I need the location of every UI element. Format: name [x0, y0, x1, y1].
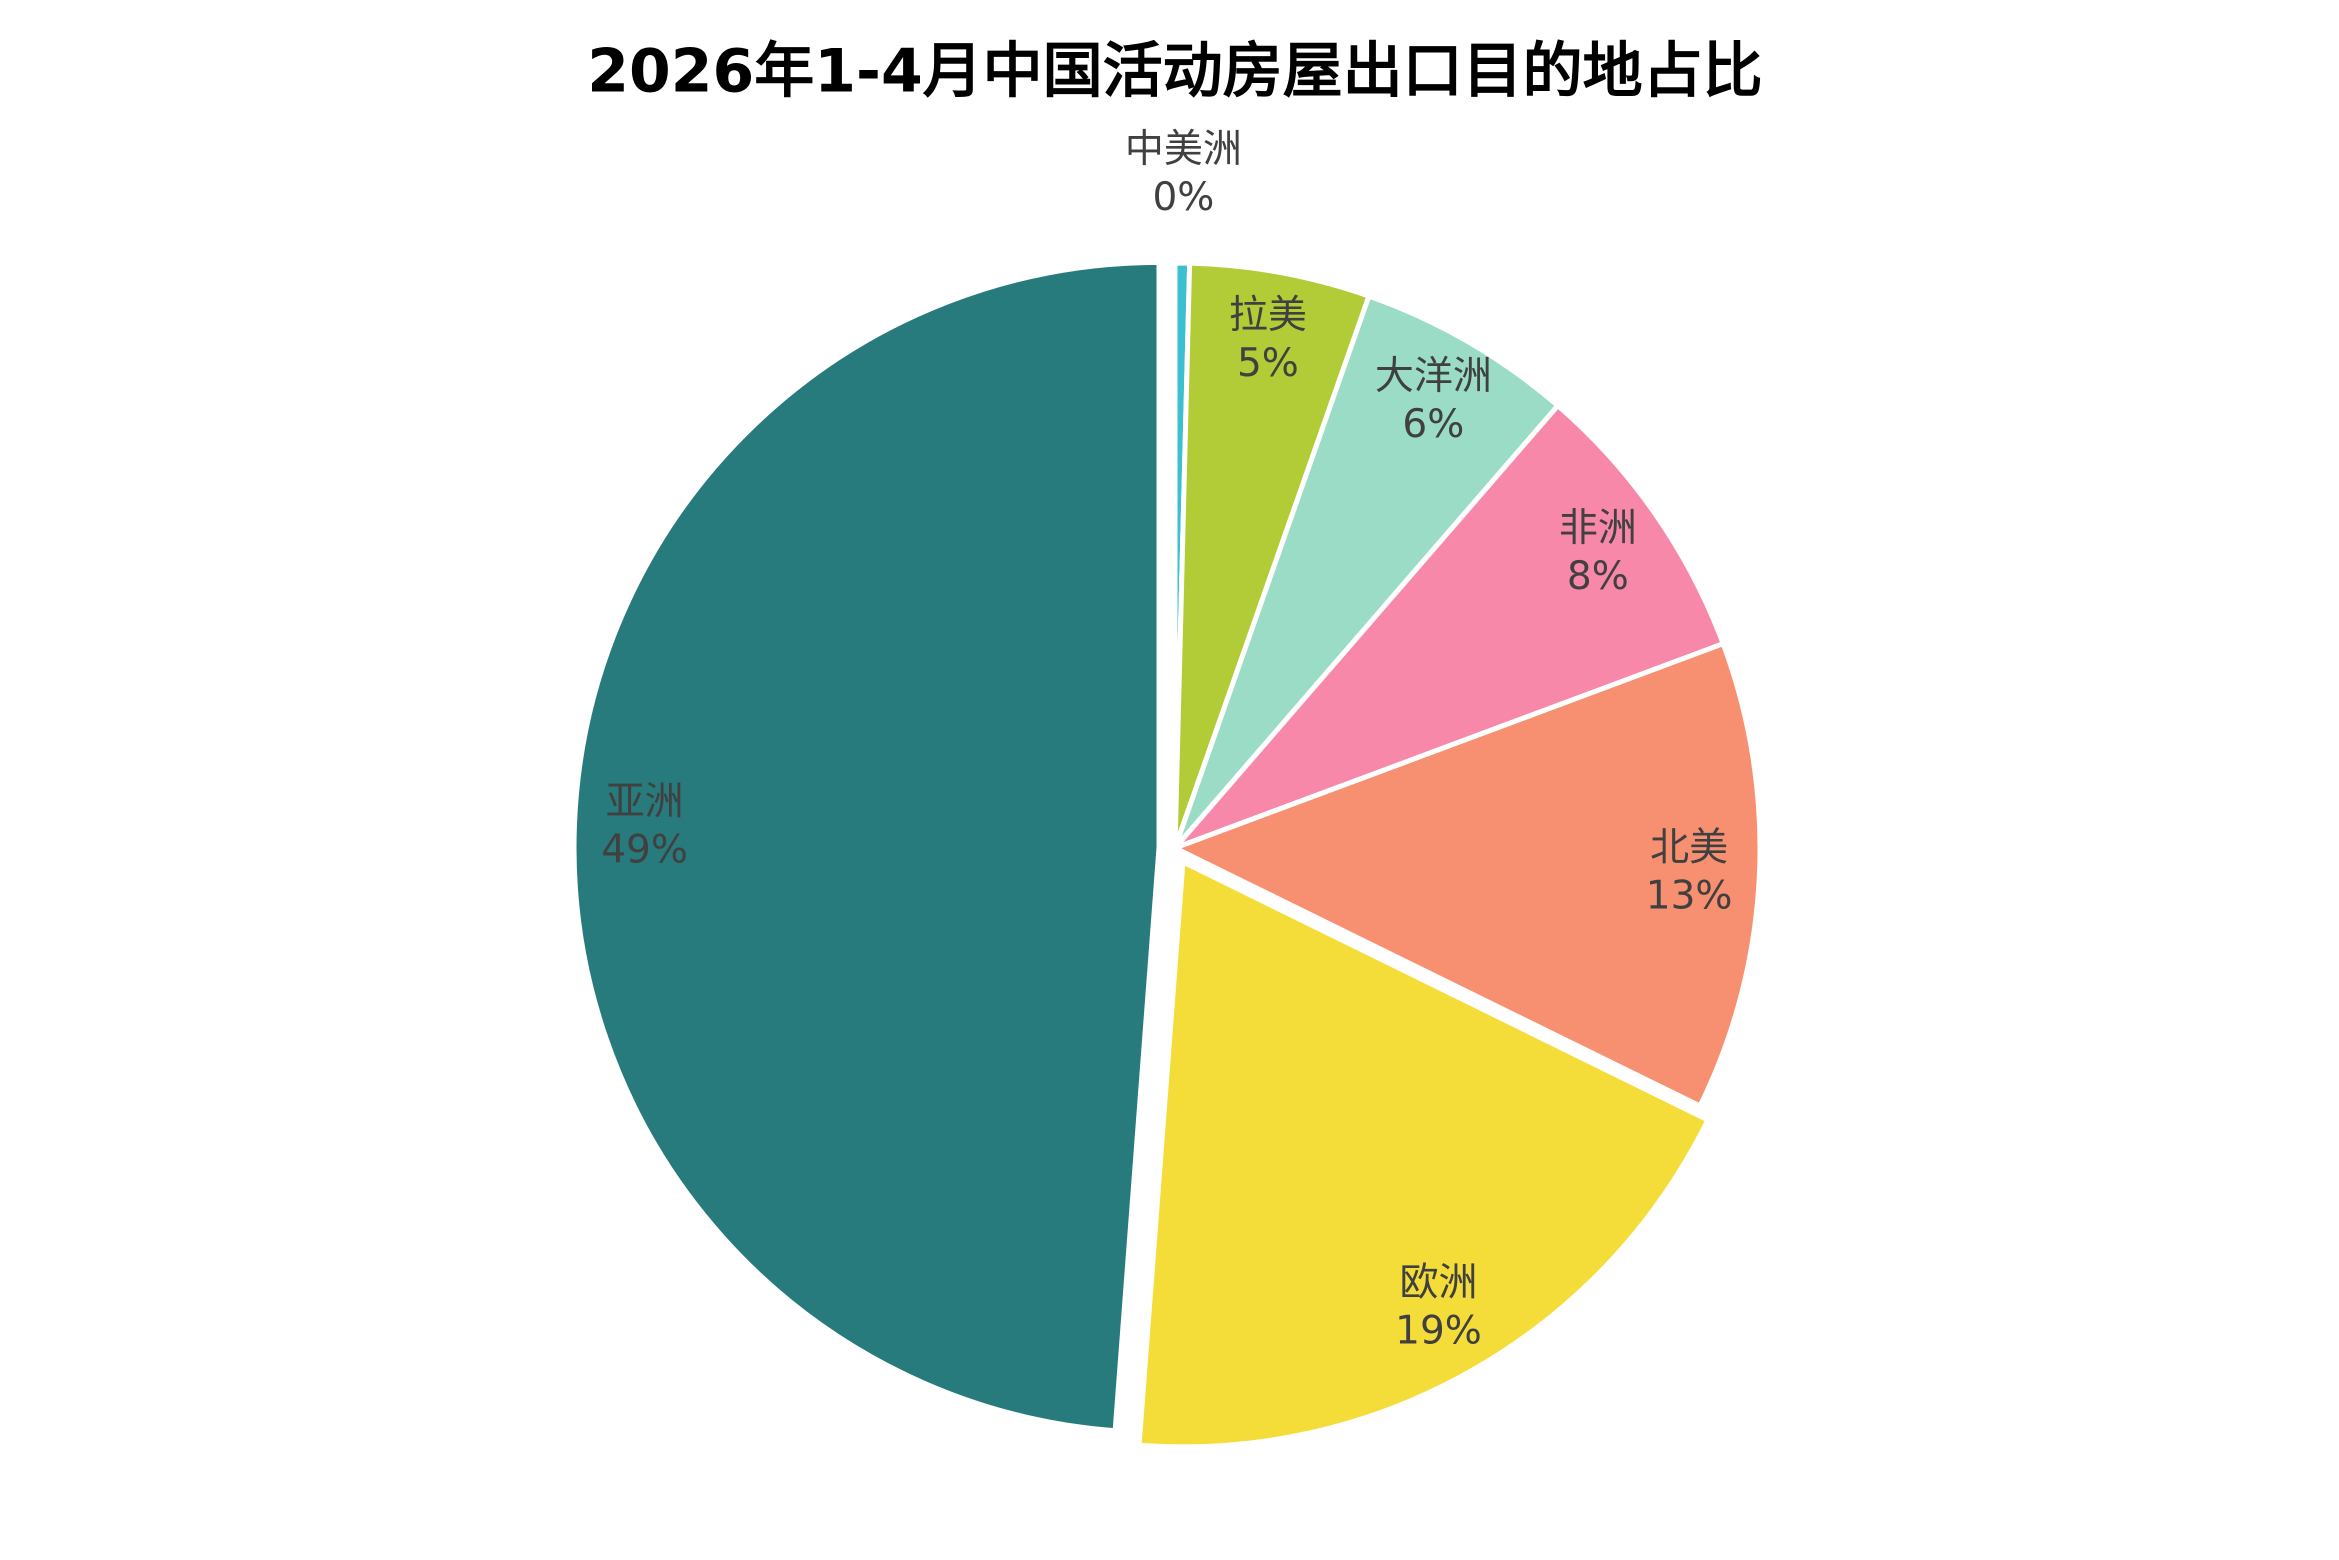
slice-value-label: 5% — [1237, 341, 1299, 386]
pie-slice — [1172, 292, 1562, 850]
slice-value-label: 49% — [601, 828, 688, 873]
slice-label: 亚洲 — [606, 780, 684, 825]
chart-title: 2026年1-4月中国活动房屋出口目的地占比 — [587, 37, 1762, 107]
slice-value-label: 13% — [1646, 873, 1733, 918]
slice-label: 非洲 — [1559, 506, 1637, 551]
slice-label: 大洋洲 — [1375, 354, 1492, 399]
slice-value-label: 6% — [1402, 402, 1464, 447]
pie-slice — [571, 259, 1162, 1434]
slice-label: 中美洲 — [1125, 127, 1242, 172]
slice-label: 欧洲 — [1399, 1260, 1477, 1305]
pie-slice — [1173, 402, 1727, 851]
pie-slice — [1172, 260, 1373, 849]
slice-value-label: 19% — [1395, 1308, 1482, 1353]
slice-label: 北美 — [1650, 825, 1728, 870]
slice-label: 拉美 — [1229, 293, 1307, 338]
pie-slice — [1136, 858, 1712, 1450]
slice-value-label: 8% — [1567, 554, 1629, 599]
pie-slice — [1168, 640, 1763, 1110]
slice-value-label: 0% — [1152, 175, 1214, 220]
